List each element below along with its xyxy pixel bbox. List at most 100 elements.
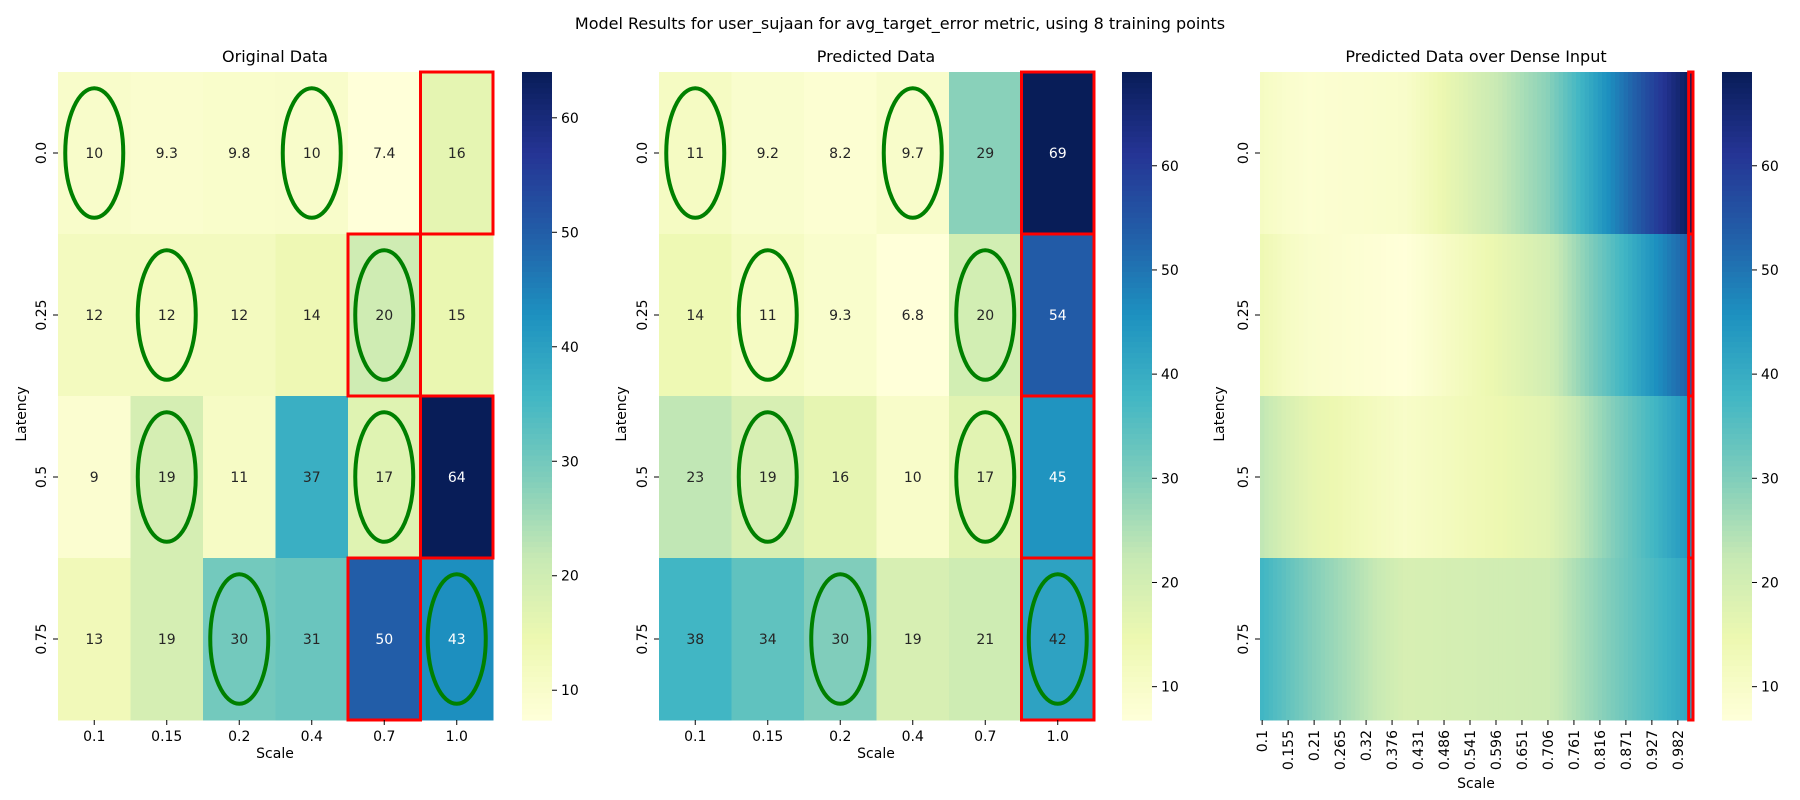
heatmap-cell [1615,396,1620,559]
heatmap-cell [1619,396,1625,559]
colorbar-segment [1122,671,1152,678]
heatmap-cell [1489,558,1495,721]
heatmap-cell [1329,72,1335,235]
colorbar-segment [522,212,552,219]
colorbar-segment [522,72,552,78]
heatmap-cell [1606,234,1612,397]
cell-value: 9.2 [757,146,779,162]
heatmap-cell [1381,234,1387,397]
heatmap-cell [1593,396,1599,559]
heatmap-cell [1285,396,1291,559]
heatmap-cell [1580,72,1586,235]
heatmap-cell [1597,396,1603,559]
heatmap-cell [1537,72,1543,235]
heatmap-cell [804,558,877,721]
colorbar-segment [1722,525,1752,532]
heatmap-cell [420,396,494,559]
colorbar-segment [1722,93,1752,100]
heatmap-cell [1290,558,1296,721]
heatmap-cell [1441,558,1447,721]
heatmap-cell [1407,234,1413,397]
colorbar-segment [1122,120,1152,127]
cell-value: 7.4 [373,146,395,162]
heatmap-cell [1021,396,1095,559]
colorbar-segment [522,412,552,419]
x-tick-label: 0.761 [1567,730,1583,770]
heatmap-cell [1571,558,1577,721]
heatmap-cell [1680,72,1685,235]
colorbar-segment [1722,541,1752,548]
colorbar-segment [1722,352,1752,359]
colorbar-segment [522,77,552,84]
heatmap-cell [1268,396,1274,559]
heatmap-cell [1450,558,1456,721]
colorbar-segment [522,482,552,489]
cell-value: 38 [686,632,704,648]
heatmap-cell [1342,558,1348,721]
colorbar-segment [1722,433,1752,440]
colorbar-segment [522,185,552,192]
colorbar-segment [522,606,552,613]
colorbar-segment [1122,315,1152,321]
colorbar-segment [522,682,552,689]
heatmap-cell [1420,558,1426,721]
training-point-marker [954,410,1017,544]
heatmap-cell [1359,234,1365,397]
colorbar-segment [1122,628,1152,635]
heatmap-cell [1285,72,1291,235]
heatmap-cell [1311,558,1317,721]
colorbar-segment [1122,212,1152,219]
colorbar-segment [1722,115,1752,122]
colorbar-segment [1722,714,1752,721]
colorbar-segment [1122,82,1152,89]
colorbar-segment [1122,244,1152,251]
heatmap-cell [1411,396,1417,559]
heatmap-cell [1433,396,1439,559]
colorbar-segment [1122,207,1152,213]
cell-value: 31 [303,632,321,648]
colorbar-segment [1122,277,1152,284]
heatmap-cell [1489,396,1495,559]
colorbar-segment [1722,390,1752,397]
x-tick-label: 0.651 [1515,730,1531,770]
colorbar-segment [1722,396,1752,402]
colorbar-segment [1122,687,1152,694]
colorbar-segment [522,147,552,154]
colorbar-segment [1122,271,1152,278]
x-label-dense: Scale [1457,776,1495,792]
heatmap-cell [1346,558,1352,721]
heatmap-cell [1567,72,1573,235]
heatmap-cell [1277,234,1283,397]
colorbar-segment [522,406,552,413]
colorbar-segment [1722,158,1752,165]
colorbar-segment [1122,163,1152,170]
heatmap-cell [1628,72,1633,235]
cell-value: 10 [303,146,321,162]
y-tick-label: 0.25 [34,299,50,330]
colorbar-segment [1722,185,1752,192]
colorbar-tick-label: 50 [1161,263,1179,279]
colorbar-tick-label: 20 [561,569,579,585]
heatmap-cell [1350,234,1356,397]
heatmap-cell [1567,396,1573,559]
heatmap-cell [1515,396,1521,559]
panel-dense: Predicted Data over Dense Input 0.1 0.155… [1212,47,1779,792]
heatmap-cell [1485,234,1491,397]
colorbar-segment [522,579,552,586]
heatmap-cell [1528,72,1534,235]
heatmap-cell [1675,72,1681,235]
heatmap-cell [1463,72,1469,235]
training-point-marker [63,86,126,220]
heatmap-cell [1667,558,1672,721]
heatmap-cell [1615,558,1620,721]
colorbar-segment [1722,703,1752,710]
colorbar-segment [522,671,552,678]
colorbar-segment [1722,633,1752,640]
colorbar-segment [1122,601,1152,608]
heatmap-cell [1272,234,1278,397]
heatmap-cell [1649,234,1655,397]
colorbar-segment [1122,255,1152,262]
x-tick-label: 0.1 [684,729,706,745]
heatmap-cell [1602,72,1607,235]
heatmap-cell [1498,72,1504,235]
